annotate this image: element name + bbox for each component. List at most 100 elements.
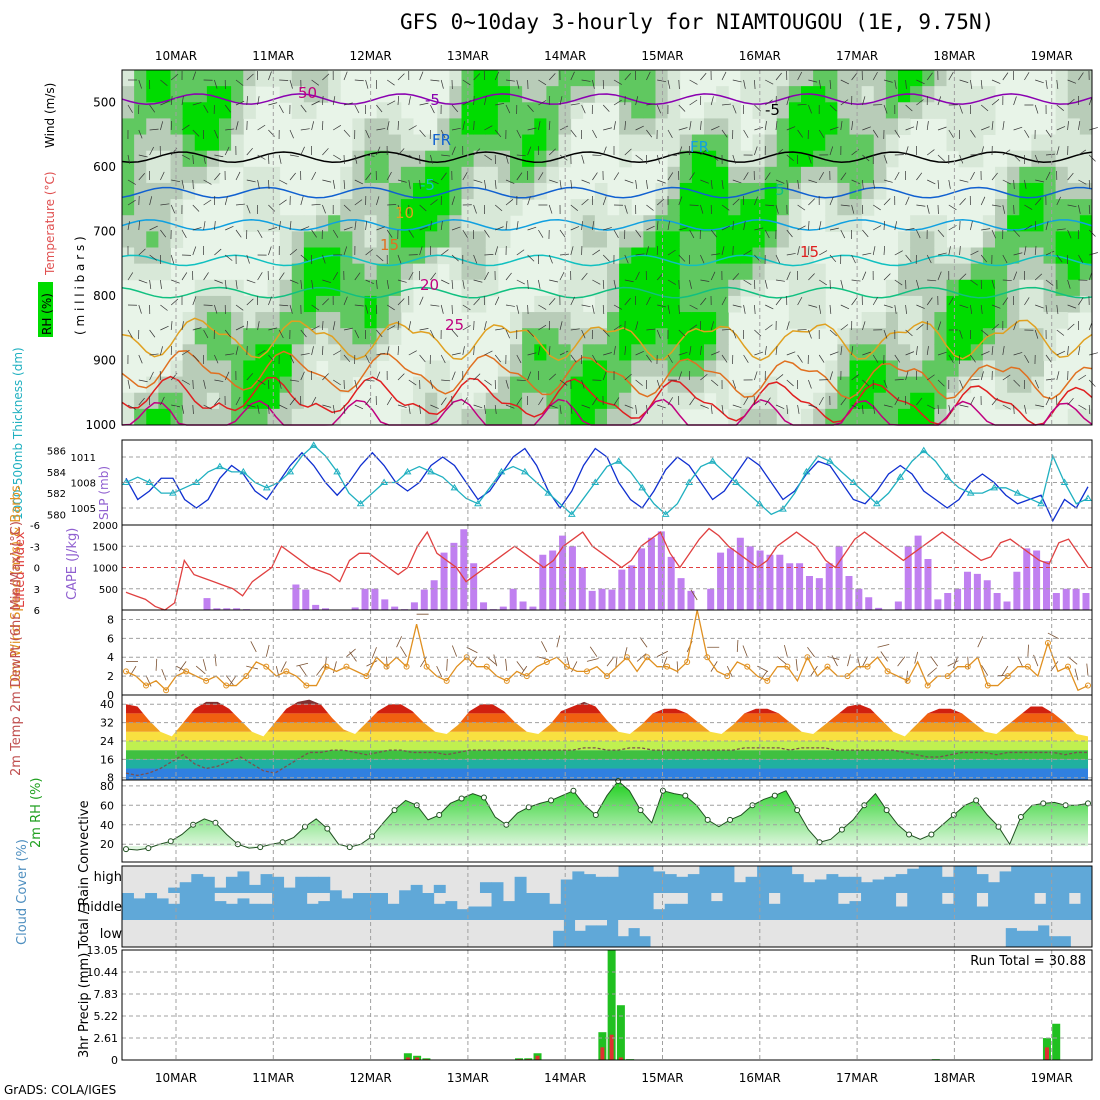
rh-cell (643, 102, 656, 119)
thickness-point (1084, 494, 1092, 501)
rh-cell (570, 263, 584, 281)
wind-barb (700, 297, 707, 306)
rh-cell (849, 118, 863, 136)
rh-cell (825, 199, 838, 216)
wind-barb (419, 246, 423, 256)
wind-barb (246, 204, 251, 214)
surface-wind-barb (847, 654, 851, 667)
rh-cell (328, 199, 341, 216)
surface-wind-barb (366, 660, 378, 667)
wind-barb (289, 221, 292, 231)
rh-cell (643, 134, 656, 152)
wind-barb (1024, 404, 1027, 414)
wind-speed-point (904, 677, 911, 684)
rh-cell (631, 344, 644, 361)
wind-barb (386, 121, 390, 131)
rh-cell (825, 392, 838, 410)
cape-bar (707, 588, 715, 610)
rh-cell (194, 328, 208, 345)
wind-tick-label: 8 (107, 613, 114, 626)
wind-barb (1045, 304, 1048, 314)
wind-barb (203, 199, 212, 206)
wind-tick-label: 2 (107, 670, 114, 683)
wind-barb (516, 354, 522, 364)
wind-barb (646, 354, 652, 363)
rh-cell (522, 360, 535, 378)
rh-cell (231, 376, 244, 394)
rh-cell (146, 86, 159, 103)
wind-barb (862, 404, 864, 414)
wind-barb (1078, 204, 1081, 214)
rh-cell (388, 102, 402, 119)
rh-cell (291, 231, 305, 248)
wind-barb (397, 404, 407, 408)
wind-barb (775, 254, 781, 264)
rh-cell (934, 102, 947, 119)
cloud-cell (999, 871, 1012, 893)
rh-cell (1007, 263, 1020, 281)
rh-cell (849, 166, 863, 184)
wind-barb (754, 196, 758, 206)
rh-cell (1031, 328, 1044, 345)
wind-barb (365, 79, 369, 89)
wind-barb (505, 199, 514, 206)
rh-cell (704, 134, 717, 152)
wind-barb (1078, 297, 1084, 306)
wind-barb (646, 71, 651, 81)
rh-cell (667, 231, 681, 248)
cloud-cell (1005, 928, 1017, 947)
cloud-cell (803, 882, 816, 893)
rh-cell (885, 344, 899, 361)
rh-cell (594, 328, 608, 345)
rh-cell (522, 134, 535, 152)
rh-cell (934, 295, 947, 313)
rh-cell (243, 312, 256, 329)
surface-wind-barb (639, 637, 648, 648)
cloud-cell (861, 882, 873, 893)
wind-barb (246, 147, 253, 156)
cape-bar (292, 584, 300, 610)
rh-cell (776, 231, 790, 248)
rh2m-point (906, 831, 913, 838)
rh-cell (570, 408, 584, 426)
wind-barb (808, 404, 818, 408)
surface-wind-barb (280, 661, 287, 673)
wind-barb (764, 121, 767, 131)
rh-cell (413, 215, 426, 232)
rh-cell (473, 247, 487, 265)
rh-cell (1067, 166, 1081, 184)
rh-cell (910, 392, 923, 410)
cloud-cell (722, 866, 735, 893)
wind-barb (991, 279, 995, 289)
cape-bar (825, 563, 833, 610)
wind-barb (624, 254, 629, 264)
cape-bar (470, 563, 478, 610)
rh-cell (534, 134, 547, 152)
wind-barb (829, 304, 832, 314)
rh-cell (1043, 231, 1057, 248)
rh-cell (146, 134, 159, 152)
wind-barb (343, 327, 353, 331)
wind-barb (548, 373, 557, 381)
wind-barb (1067, 172, 1074, 181)
cloud-cell (214, 901, 227, 920)
wind-barb (786, 154, 794, 162)
rh2m-point (816, 839, 823, 846)
cape-bar (480, 602, 488, 610)
wind-barb (408, 154, 417, 161)
rh-cell (328, 392, 341, 410)
wind-barb (278, 104, 284, 114)
rh-cell (655, 70, 669, 87)
rh-cell (607, 344, 620, 361)
cloud-cell (574, 930, 586, 947)
wind-barb (440, 354, 446, 364)
wind-barb (505, 221, 508, 231)
wind-barb (829, 254, 837, 263)
wind-barb (959, 329, 963, 339)
wind-barb (916, 79, 925, 85)
surface-wind-barb (880, 651, 888, 662)
pressure-tick-label: 500 (93, 95, 116, 109)
rh-cell (497, 102, 511, 119)
rh2m-point (145, 845, 152, 852)
cape-bar (302, 589, 310, 610)
